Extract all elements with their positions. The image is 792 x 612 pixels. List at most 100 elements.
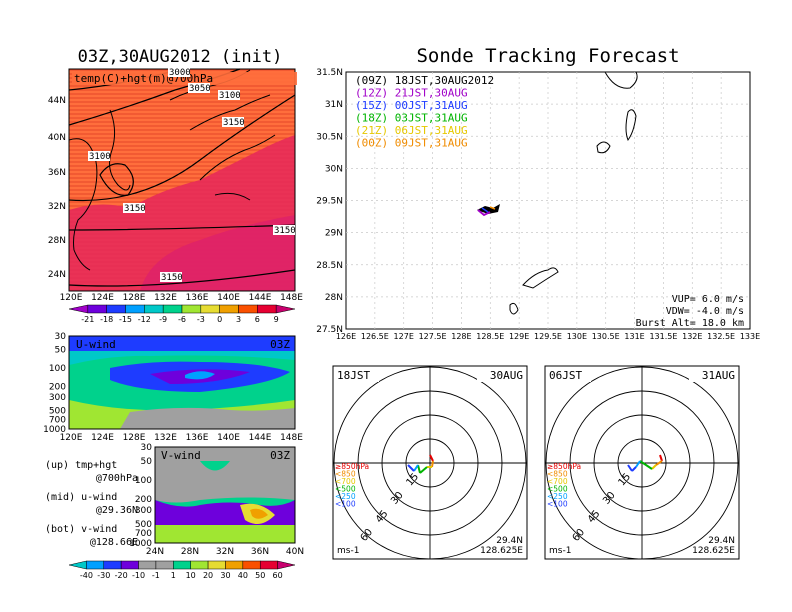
hodograph-trace (635, 460, 641, 468)
track-lat-ticks: 31.5N 31N 30.5N 30N 29.5N 29N 28.5N 28N 27.5N (316, 68, 343, 335)
v-wind-lat-ticks: 24N 28N 32N 36N 40N (146, 547, 304, 557)
lon-tick-label: 130.5E (592, 332, 620, 341)
hodo-level-legend: <250 (547, 492, 568, 501)
colorbar-label: -21 (81, 315, 94, 324)
lat-tick-label: 30.5N (316, 132, 343, 142)
colorbar-label: 30 (220, 571, 230, 580)
lon-tick-label: 148E (280, 293, 303, 303)
lon-tick-label: 128E (123, 293, 146, 303)
legend-line: (mid) u-wind (45, 492, 117, 503)
hodograph-trace (413, 464, 419, 472)
colorbar-swatch (275, 304, 296, 314)
temperature-map (68, 68, 296, 292)
lon-tick-label: 120E (60, 433, 83, 443)
legend-line: @128.66E (90, 537, 138, 548)
colorbar-swatch (68, 304, 89, 314)
colorbar-label: -10 (132, 571, 145, 580)
balloon-params: VUP= 6.0 m/s VDW= -4.0 m/s Burst Alt= 18… (636, 294, 744, 329)
lon-tick-label: 124E (91, 293, 114, 303)
wind-colorbar: -40 -30 -20 -10 -1 1 10 20 30 40 50 60 (68, 560, 296, 580)
hodograph-trace (659, 454, 663, 462)
pressure-tick-label: 300 (135, 506, 152, 516)
colorbar-swatch (125, 304, 145, 314)
legend-line: @700hPa (96, 473, 138, 484)
u-wind-time: 03Z (270, 338, 290, 351)
hodo-unit: ms-1 (337, 546, 359, 556)
colorbar-label: 20 (203, 571, 213, 580)
colorbar-label: 6 (255, 315, 260, 324)
v-wind-time: 03Z (270, 449, 290, 462)
temp-map-lon-ticks: 120E 124E 128E 132E 136E 140E 144E 148E (60, 293, 304, 303)
lon-tick-label: 132E (154, 293, 177, 303)
lon-tick-label: 131E (624, 332, 644, 341)
hodograph-trace (651, 464, 657, 470)
pressure-tick-label: 100 (49, 364, 66, 374)
lat-tick-label: 29.5N (316, 197, 343, 207)
lon-tick-label: 130E (567, 332, 587, 341)
lat-tick-label: 30N (325, 164, 343, 174)
lat-tick-label: 24N (146, 547, 164, 557)
hodo-level-legend: <850 (547, 470, 568, 479)
colorbar-label: -1 (152, 571, 160, 580)
lat-tick-label: 36N (48, 168, 66, 178)
lat-tick-label: 40N (286, 547, 304, 557)
pressure-tick-label: 500 (49, 407, 66, 417)
lat-tick-label: 28.5N (316, 261, 343, 271)
colorbar-swatch (68, 560, 87, 570)
lon-tick-label: 148E (280, 433, 303, 443)
colorbar-label: -18 (100, 315, 113, 324)
hodograph-trace (655, 460, 663, 466)
hodograph-trace (417, 464, 421, 474)
hodo-time-label: 18JST (337, 369, 370, 382)
colorbar-swatch (225, 560, 244, 570)
lat-tick-label: 28N (181, 547, 199, 557)
hgt-label: 3100 (89, 152, 111, 162)
colorbar-swatch (138, 560, 157, 570)
v-wind-label: V-wind (161, 449, 201, 462)
forecast-legend-item: (21Z) 06JST,31AUG (355, 124, 468, 137)
lat-tick-label: 32N (216, 547, 234, 557)
u-wind-section (68, 335, 296, 430)
pressure-tick-label: 200 (135, 495, 152, 505)
pressure-tick-label: 300 (49, 393, 66, 403)
pressure-tick-label: 500 (135, 520, 152, 530)
lon-tick-label: 132.5E (707, 332, 735, 341)
pressure-tick-label: 200 (49, 382, 66, 392)
pressure-tick-label: 30 (141, 443, 153, 453)
burst-alt-param: Burst Alt= 18.0 km (636, 318, 744, 329)
pressure-tick-label: 1000 (129, 539, 152, 549)
colorbar-label: -9 (159, 315, 167, 324)
hodo-level-legend: <500 (547, 485, 568, 494)
lon-tick-label: 120E (60, 293, 83, 303)
colorbar-swatch (87, 304, 107, 314)
hodo-level-legend: <500 (335, 485, 356, 494)
lat-tick-label: 28N (325, 293, 343, 303)
colorbar-swatch (242, 560, 261, 570)
colorbar-label: 0 (217, 315, 222, 324)
hgt-label: 3150 (274, 226, 296, 236)
lat-tick-label: 27.5N (316, 325, 343, 335)
colorbar-label: 3 (236, 315, 241, 324)
colorbar-swatch (86, 560, 105, 570)
colorbar-label: -20 (115, 571, 128, 580)
colorbar-swatch (103, 560, 122, 570)
forecast-time-legend: (09Z) 18JST,30AUG2012(12Z) 21JST,30AUG(1… (355, 74, 494, 150)
forecast-legend-item: (09Z) 18JST,30AUG2012 (355, 74, 494, 87)
lon-tick-label: 131.5E (649, 332, 677, 341)
colorbar-swatch (207, 560, 226, 570)
colorbar-label: 9 (274, 315, 279, 324)
colorbar-label: -15 (119, 315, 132, 324)
lon-tick-label: 127E (394, 332, 414, 341)
colorbar-swatch (155, 560, 174, 570)
hodo-lat: 29.4N (708, 536, 735, 546)
colorbar-label: -3 (197, 315, 205, 324)
lon-tick-label: 140E (217, 293, 240, 303)
hodograph-trace (407, 464, 415, 472)
left-main-title: 03Z,30AUG2012 (init) (78, 47, 283, 67)
lon-tick-label: 133E (740, 332, 760, 341)
lat-tick-label: 44N (48, 96, 66, 106)
pressure-tick-label: 700 (49, 416, 66, 426)
